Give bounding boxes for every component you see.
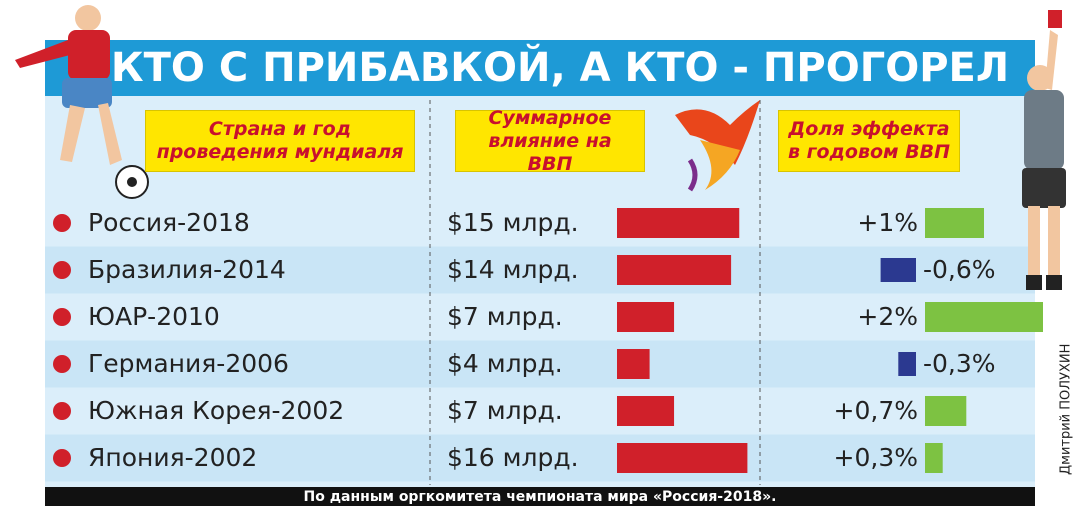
emblem [675,100,760,192]
column-header: Страна и год проведения мундиаля [145,110,415,172]
bullet [53,214,71,232]
bullet [53,261,71,279]
bullet [53,355,71,373]
value-label: -0,6% [923,255,996,284]
value-label: +0,7% [834,396,918,425]
footer-band [45,487,1035,506]
value-label: $16 млрд. [447,443,579,472]
bar [617,302,675,332]
credit: Дмитрий ПОЛУХИН [1059,344,1074,475]
category-label: Бразилия-2014 [88,255,286,284]
value-label: $4 млрд. [447,349,563,378]
category-label: Южная Корея-2002 [88,396,344,425]
footballer [15,5,149,199]
value-label: +2% [857,302,918,331]
chart-title: КТО С ПРИБАВКОЙ, А КТО - ПРОГОРЕЛ [111,43,1009,91]
row-stripe [45,246,1035,294]
bullet [53,449,71,467]
bar [925,302,1043,332]
value-label: -0,3% [923,349,996,378]
bullet [53,308,71,326]
bar [617,255,732,285]
value-label: $15 млрд. [447,208,579,237]
category-label: ЮАР-2010 [88,302,220,331]
bar [925,396,967,426]
bar [617,349,650,379]
bar [617,396,675,426]
row-stripe [45,434,1035,482]
category-label: Россия-2018 [88,208,250,237]
bar [898,352,916,376]
value-label: $14 млрд. [447,255,579,284]
bar [925,208,984,238]
value-label: $7 млрд. [447,302,563,331]
legend-label: Доля эффекта в годовом ВВП [778,110,960,172]
title-band [45,40,1035,96]
value-label: +1% [857,208,918,237]
category-label: Япония-2002 [88,443,257,472]
value-label: $7 млрд. [447,396,563,425]
bar [617,208,740,238]
legend-label: Суммарное влияние на ВВП [455,107,645,175]
bar [617,443,748,473]
bar [880,258,916,282]
value-label: +0,3% [834,443,918,472]
row-stripe [45,340,1035,388]
source-note: По данным оргкомитета чемпионата мира «Р… [304,489,777,505]
referee [1022,10,1066,290]
category-label: Германия-2006 [88,349,289,378]
bar [925,443,943,473]
bullet [53,402,71,420]
